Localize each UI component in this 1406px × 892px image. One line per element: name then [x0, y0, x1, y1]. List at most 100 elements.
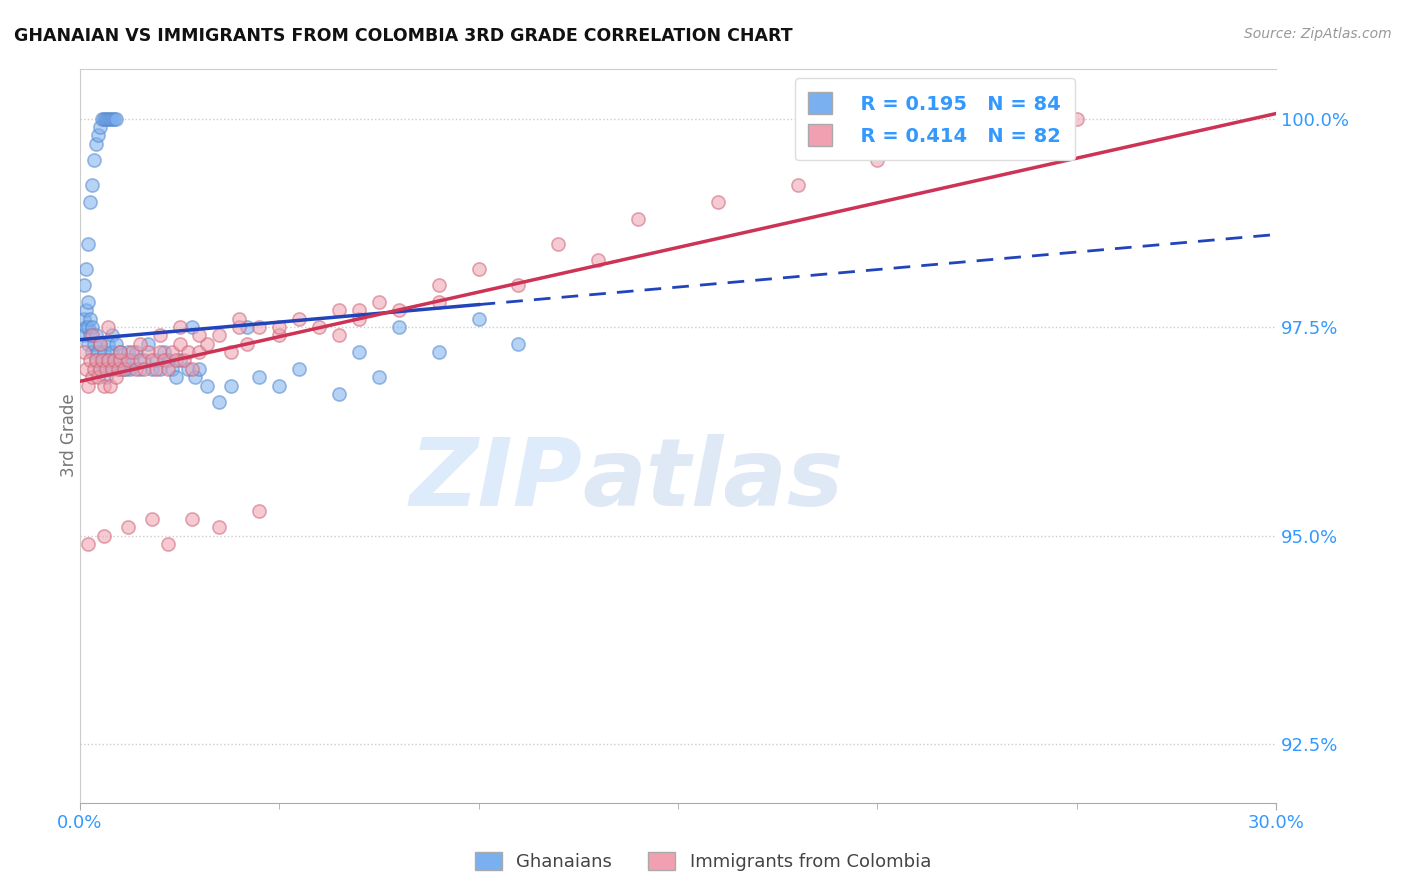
- Point: [547, 236, 569, 251]
- Point: [132, 361, 155, 376]
- Point: [128, 336, 150, 351]
- Point: [97, 112, 120, 126]
- Point: [367, 295, 389, 310]
- Point: [108, 353, 131, 368]
- Point: [76, 336, 98, 351]
- Point: [141, 353, 163, 368]
- Point: [89, 336, 111, 351]
- Point: [90, 353, 112, 368]
- Point: [107, 353, 129, 368]
- Point: [125, 361, 148, 376]
- Point: [89, 361, 111, 376]
- Point: [117, 345, 139, 359]
- Point: [188, 328, 211, 343]
- Point: [169, 336, 191, 351]
- Point: [132, 353, 155, 368]
- Point: [508, 278, 530, 293]
- Point: [467, 311, 489, 326]
- Point: [75, 320, 97, 334]
- Point: [94, 361, 117, 376]
- Point: [288, 311, 311, 326]
- Point: [76, 378, 98, 392]
- Point: [388, 320, 411, 334]
- Point: [94, 370, 117, 384]
- Point: [103, 112, 125, 126]
- Point: [347, 345, 370, 359]
- Point: [269, 320, 291, 334]
- Point: [156, 361, 179, 376]
- Point: [169, 353, 191, 368]
- Point: [236, 320, 259, 334]
- Point: [160, 345, 183, 359]
- Point: [98, 378, 121, 392]
- Text: Source: ZipAtlas.com: Source: ZipAtlas.com: [1244, 27, 1392, 41]
- Point: [136, 345, 159, 359]
- Point: [97, 336, 120, 351]
- Point: [165, 370, 187, 384]
- Point: [79, 353, 101, 368]
- Point: [228, 311, 250, 326]
- Point: [347, 311, 370, 326]
- Text: GHANAIAN VS IMMIGRANTS FROM COLOMBIA 3RD GRADE CORRELATION CHART: GHANAIAN VS IMMIGRANTS FROM COLOMBIA 3RD…: [14, 27, 793, 45]
- Point: [427, 345, 450, 359]
- Point: [269, 328, 291, 343]
- Point: [221, 378, 243, 392]
- Point: [80, 328, 103, 343]
- Point: [180, 361, 202, 376]
- Point: [427, 278, 450, 293]
- Point: [427, 295, 450, 310]
- Point: [247, 503, 270, 517]
- Point: [197, 378, 219, 392]
- Point: [104, 336, 127, 351]
- Point: [89, 336, 111, 351]
- Point: [152, 345, 174, 359]
- Point: [90, 112, 112, 126]
- Point: [228, 320, 250, 334]
- Point: [83, 361, 105, 376]
- Point: [87, 128, 110, 143]
- Point: [93, 112, 115, 126]
- Point: [84, 136, 107, 151]
- Point: [236, 336, 259, 351]
- Point: [79, 194, 101, 209]
- Point: [221, 345, 243, 359]
- Point: [108, 345, 131, 359]
- Point: [108, 361, 131, 376]
- Point: [76, 537, 98, 551]
- Point: [100, 361, 122, 376]
- Point: [75, 261, 97, 276]
- Point: [84, 353, 107, 368]
- Point: [73, 311, 96, 326]
- Point: [80, 178, 103, 193]
- Point: [93, 529, 115, 543]
- Point: [707, 194, 730, 209]
- Point: [152, 353, 174, 368]
- Point: [125, 345, 148, 359]
- Point: [89, 361, 111, 376]
- Point: [89, 120, 111, 134]
- Point: [100, 345, 122, 359]
- Point: [93, 378, 115, 392]
- Point: [84, 328, 107, 343]
- Point: [1066, 112, 1088, 126]
- Point: [156, 537, 179, 551]
- Point: [80, 320, 103, 334]
- Point: [112, 353, 135, 368]
- Point: [180, 512, 202, 526]
- Point: [184, 370, 207, 384]
- Point: [141, 512, 163, 526]
- Point: [79, 328, 101, 343]
- Point: [208, 395, 231, 409]
- Point: [84, 353, 107, 368]
- Point: [176, 345, 198, 359]
- Point: [328, 328, 350, 343]
- Point: [73, 278, 96, 293]
- Point: [117, 520, 139, 534]
- Point: [90, 353, 112, 368]
- Point: [76, 236, 98, 251]
- Point: [75, 303, 97, 318]
- Point: [80, 345, 103, 359]
- Point: [83, 153, 105, 168]
- Point: [76, 295, 98, 310]
- Text: atlas: atlas: [582, 434, 844, 525]
